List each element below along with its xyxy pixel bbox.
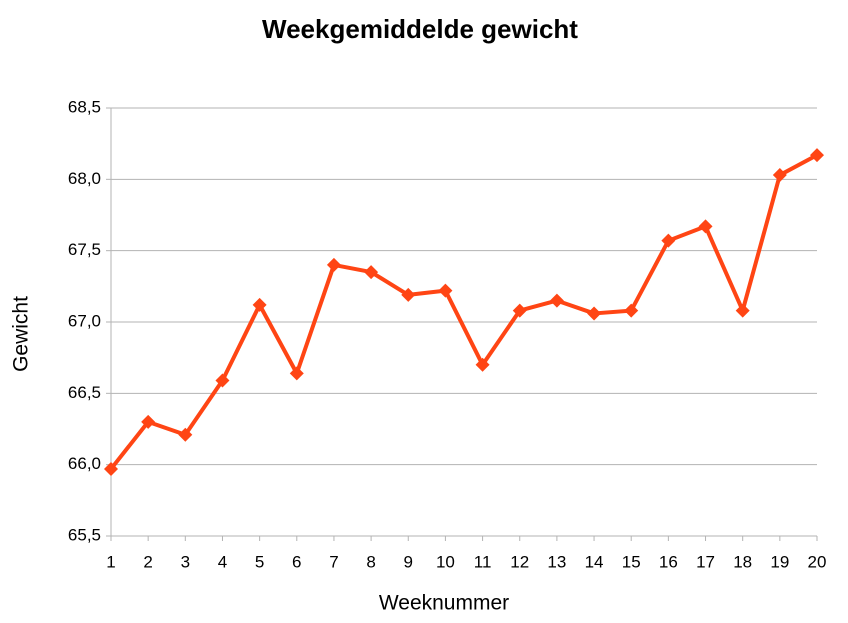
x-tick-label: 16 [659, 552, 678, 571]
x-tick-label: 10 [436, 552, 455, 571]
data-point [661, 233, 676, 248]
y-tick-label: 67,5 [68, 240, 101, 259]
chart-title: Weekgemiddelde gewicht [262, 14, 578, 44]
x-tick-label: 6 [292, 552, 301, 571]
y-tick-label: 68,5 [68, 97, 101, 116]
data-point [772, 168, 787, 183]
x-tick-label: 2 [143, 552, 152, 571]
data-point [438, 283, 453, 298]
x-axis-label: Weeknummer [379, 592, 509, 615]
x-tick-label: 20 [808, 552, 827, 571]
y-tick-label: 65,5 [68, 525, 101, 544]
x-tick-label: 3 [181, 552, 190, 571]
data-point [104, 461, 118, 476]
x-tick-label: 12 [510, 552, 529, 571]
y-tick-label: 66,5 [68, 383, 101, 402]
data-line [109, 153, 818, 471]
data-point [364, 265, 379, 280]
data-point [512, 303, 527, 318]
x-tick-label: 9 [404, 552, 413, 571]
x-tick-label: 13 [547, 552, 566, 571]
data-point [401, 287, 416, 302]
x-tick-label: 17 [696, 552, 715, 571]
data-point [698, 219, 713, 234]
data-point [624, 303, 639, 318]
x-tick-label: 15 [622, 552, 641, 571]
data-point [587, 306, 602, 321]
x-tick-label: 5 [255, 552, 264, 571]
x-tick-label: 8 [366, 552, 375, 571]
y-tick-label: 67,0 [68, 311, 101, 330]
data-point [141, 414, 156, 429]
data-point [215, 373, 230, 388]
x-tick-label: 19 [770, 552, 789, 571]
data-point [549, 293, 564, 308]
x-tick-label: 4 [218, 552, 227, 571]
data-point [252, 297, 267, 312]
data-point [475, 357, 490, 372]
data-point [735, 303, 750, 318]
data-point [289, 366, 304, 381]
y-tick-label: 68,0 [68, 169, 101, 188]
x-tick-label: 7 [329, 552, 338, 571]
x-tick-label: 1 [106, 552, 115, 571]
y-axis-label: Gewicht [10, 296, 33, 372]
data-point [810, 148, 824, 163]
x-tick-label: 14 [585, 552, 604, 571]
data-point [178, 427, 193, 442]
x-tick-label: 11 [474, 552, 492, 571]
y-tick-label: 66,0 [68, 454, 101, 473]
data-point [326, 257, 341, 272]
x-tick-label: 18 [733, 552, 752, 571]
